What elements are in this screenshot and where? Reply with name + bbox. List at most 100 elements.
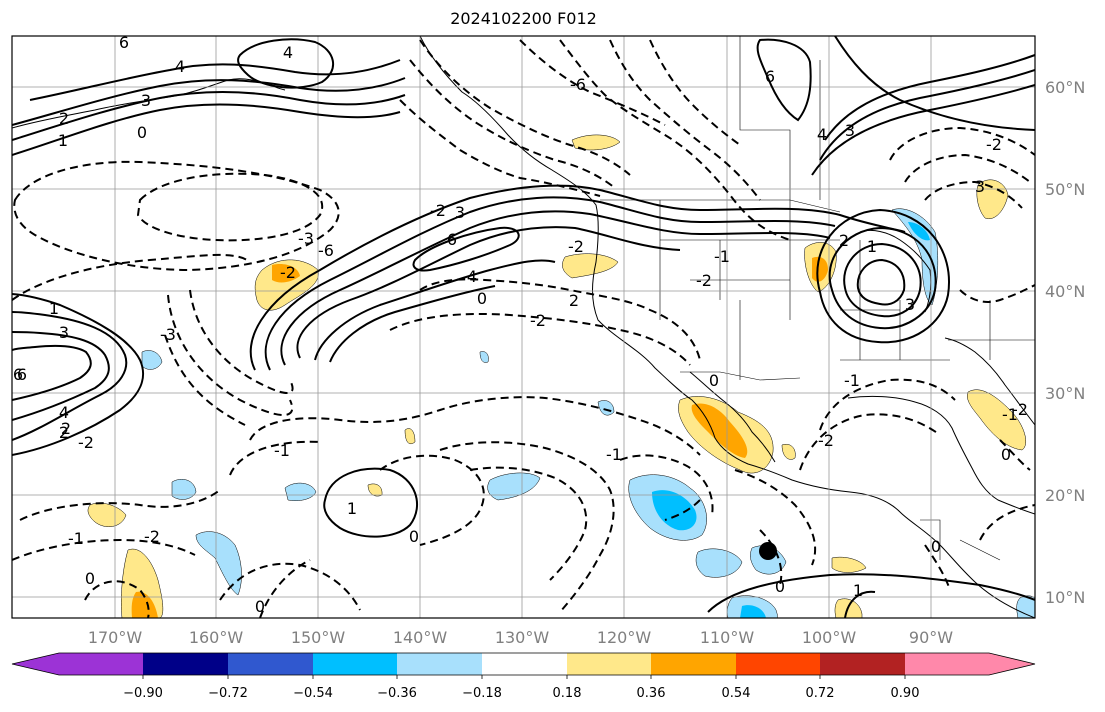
contour-line [649, 39, 741, 146]
negative-anomaly-area [479, 351, 489, 363]
contour-line [819, 69, 1035, 161]
colorbar-segment [567, 653, 653, 675]
contour-label: -6 [570, 75, 586, 94]
colorbar-outline [11, 652, 1036, 676]
contour-line [828, 226, 937, 330]
negative-contours [12, 39, 1035, 618]
contour-label: 2 [839, 231, 849, 250]
colorbar-ticks [142, 675, 906, 679]
contour-line [412, 226, 520, 272]
negative-anomaly-area [141, 350, 163, 370]
contour-label: 0 [1001, 445, 1011, 464]
contour-label: 0 [409, 527, 419, 546]
contour-line [12, 538, 196, 561]
contour-label: 3 [455, 203, 465, 222]
positive-anomaly-area [976, 179, 1009, 220]
contour-line [843, 242, 922, 318]
contour-label: 2 [59, 109, 69, 128]
contour-line [559, 39, 791, 241]
contour-label: -1 [1002, 405, 1018, 424]
colorbar-tick-label: 0.36 [637, 686, 666, 701]
contour-line [29, 59, 401, 101]
contour-label: 4 [175, 57, 185, 76]
contour-line [856, 258, 906, 306]
us-mexico-border [680, 371, 801, 381]
negative-anomaly-area [695, 548, 743, 578]
contour-line [811, 84, 1035, 176]
contour-label: -2 [280, 263, 296, 282]
contour-line [519, 39, 666, 126]
contour-line [844, 590, 876, 618]
contour-label: 3 [845, 121, 855, 140]
contour-line [12, 91, 406, 141]
positive-anomaly-area [967, 389, 1026, 451]
us-canada-border [600, 199, 841, 213]
negative-anomaly-area [487, 472, 541, 501]
contour-label: 1 [867, 237, 877, 256]
contour-line [249, 184, 906, 371]
contour-label: 0 [137, 123, 147, 142]
positive-anomaly-core [272, 264, 300, 283]
contour-line [609, 39, 761, 201]
latitude-label: 50°N [1045, 180, 1085, 199]
central-america-border [920, 519, 1001, 561]
colorbar-tick-label: −0.54 [293, 686, 333, 701]
gridlines [12, 36, 1035, 618]
latitude-label: 20°N [1045, 486, 1085, 505]
positive-anomaly-core [131, 591, 158, 618]
contour-line [439, 441, 615, 613]
contour-line [12, 293, 145, 456]
longitude-label: 110°W [700, 628, 755, 647]
contour-label: 4 [467, 267, 477, 286]
colorbar-tick-label: 0.18 [553, 686, 582, 701]
contour-label: 0 [775, 577, 785, 596]
contour-label: -1 [606, 445, 622, 464]
map-background [12, 36, 1035, 618]
contour-label: -1 [274, 441, 290, 460]
contour-line [959, 284, 1035, 303]
longitude-label: 100°W [802, 628, 857, 647]
contour-line [12, 331, 110, 421]
longitude-label: 150°W [291, 628, 346, 647]
state-border [948, 300, 1035, 360]
contour-label: -2 [430, 201, 446, 220]
negative-anomaly-core [908, 222, 930, 241]
colorbar-tick-label: −0.36 [377, 686, 417, 701]
contour-line [979, 504, 1035, 541]
longitude-labels: 170°W 160°W 150°W 140°W 130°W 120°W 110°… [88, 628, 953, 647]
longitude-label: 130°W [495, 628, 550, 647]
contour-label: -2 [78, 433, 94, 452]
contour-label: 4 [817, 125, 827, 144]
contour-line [619, 454, 714, 516]
latitude-label: 30°N [1045, 384, 1085, 403]
contour-label: 1 [347, 499, 357, 518]
contour-line [237, 38, 334, 89]
east-coast [944, 337, 1035, 426]
contour-line [924, 544, 951, 591]
canada-border [739, 36, 791, 200]
contour-label: 1 [853, 581, 863, 600]
positive-anomaly-area [121, 548, 164, 618]
latitude-labels: 60°N 50°N 40°N 30°N 20°N 10°N [1045, 78, 1085, 607]
colorbar-segment [820, 653, 906, 675]
contour-label: 3 [59, 323, 69, 342]
contour-label: -3 [298, 229, 314, 248]
colorbar-segment [905, 653, 989, 675]
contour-line [734, 469, 817, 566]
contour-line [296, 226, 681, 359]
contour-line [889, 126, 1035, 161]
contour-label: 0 [709, 371, 719, 390]
latitude-label: 10°N [1045, 588, 1085, 607]
contour-label: 6 [765, 67, 775, 86]
contour-label: -1 [844, 371, 860, 390]
contour-label: 6 [447, 230, 457, 249]
contour-line [12, 311, 128, 441]
contour-line [664, 499, 701, 521]
contour-line [314, 259, 556, 361]
shaded-anomalies [87, 134, 1035, 618]
contour-line [249, 396, 701, 456]
contour-line [280, 210, 831, 366]
contour-label: 2 [59, 423, 69, 442]
colorbar-segment [736, 653, 822, 675]
